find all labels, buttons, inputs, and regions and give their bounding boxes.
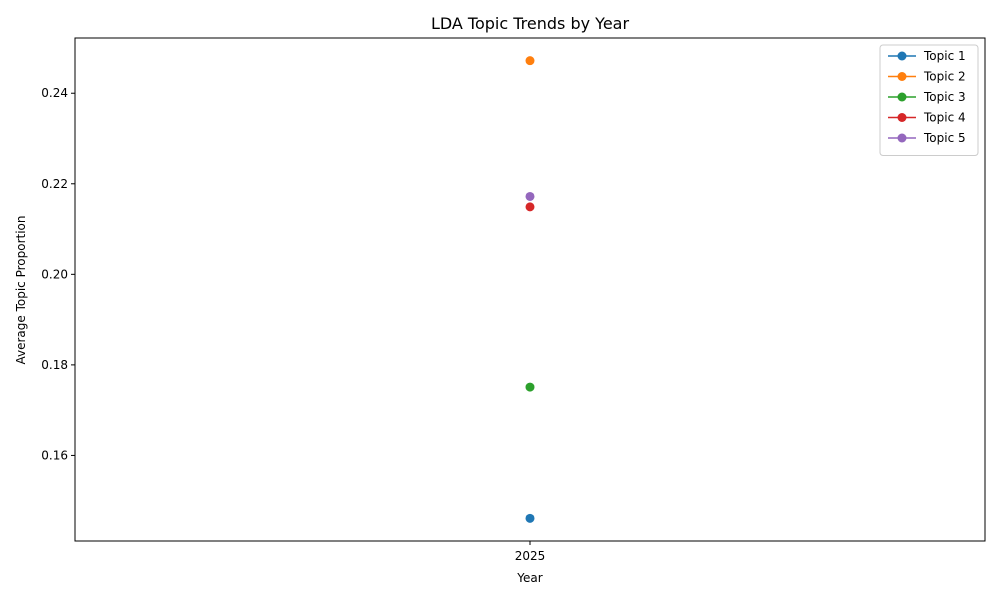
chart-title: LDA Topic Trends by Year (431, 14, 630, 33)
legend-label-topic-4: Topic 4 (923, 111, 966, 125)
legend: Topic 1 Topic 2 Topic 3 Topic 4 Topic 5 (879, 44, 979, 156)
y-axis-label: Average Topic Proportion (14, 215, 28, 364)
data-point-topic-1 (525, 513, 535, 523)
legend-label-topic-3: Topic 3 (923, 90, 966, 104)
legend-marker-topic-1 (897, 51, 907, 61)
data-point-topic-4 (525, 202, 535, 212)
plot-frame (74, 37, 986, 542)
y-tick-label: 0.24 (41, 86, 68, 100)
legend-label-topic-5: Topic 5 (923, 131, 966, 145)
legend-marker-topic-5 (897, 133, 907, 143)
x-tick-label: 2025 (515, 549, 546, 563)
data-point-topic-5 (525, 191, 535, 201)
data-series (525, 56, 535, 523)
x-axis-label: Year (516, 571, 542, 585)
y-axis-ticks: 0.16 0.18 0.20 0.22 0.24 2025 (41, 86, 545, 563)
legend-label-topic-1: Topic 1 (923, 49, 966, 63)
data-point-topic-2 (525, 56, 535, 66)
legend-label-topic-2: Topic 2 (923, 70, 966, 84)
y-tick-label: 0.16 (41, 448, 68, 462)
data-point-topic-3 (525, 382, 535, 392)
y-tick-label: 0.20 (41, 267, 68, 281)
legend-marker-topic-2 (897, 72, 907, 81)
legend-box (879, 44, 979, 156)
y-tick-label: 0.18 (41, 358, 68, 372)
y-tick-label: 0.22 (41, 177, 68, 191)
legend-marker-topic-4 (897, 113, 907, 122)
legend-marker-topic-3 (897, 92, 907, 102)
